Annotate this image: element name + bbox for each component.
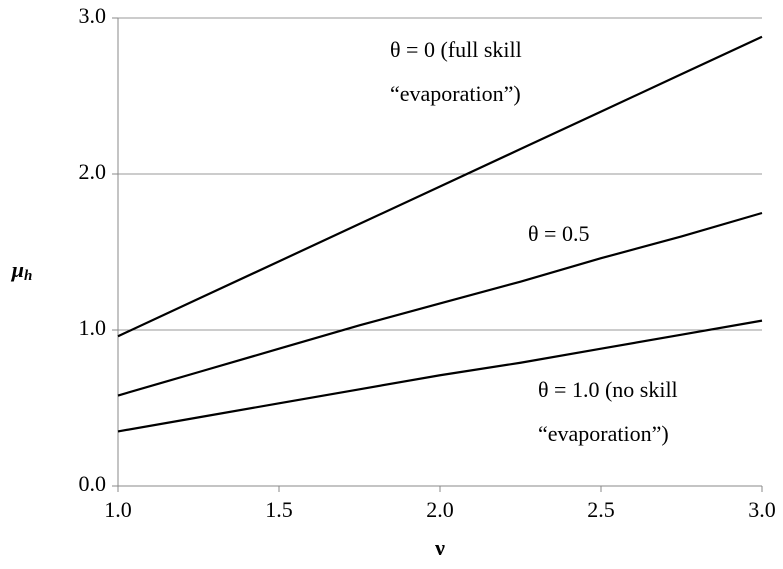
annotation: “evaporation”) (538, 421, 669, 446)
x-tick-label: 1.0 (104, 497, 132, 522)
y-tick-label: 0.0 (79, 471, 107, 496)
series-line (117, 319, 763, 433)
x-tick-label: 2.0 (426, 497, 454, 522)
annotation: “evaporation”) (390, 81, 521, 106)
y-axis-label-sub: h (24, 268, 32, 284)
y-tick-label: 1.0 (79, 315, 107, 340)
annotation: θ = 1.0 (no skill (538, 377, 678, 402)
y-tick-label: 3.0 (79, 3, 107, 28)
y-axis-label: μh (11, 257, 33, 284)
x-tick-label: 3.0 (748, 497, 776, 522)
y-axis-label-main: μ (11, 257, 24, 282)
x-axis-label: ν (434, 535, 445, 560)
x-tick-label: 1.5 (265, 497, 293, 522)
series-line (117, 211, 763, 397)
annotation: θ = 0.5 (528, 221, 589, 246)
series-line (117, 35, 763, 338)
x-tick-label: 2.5 (587, 497, 615, 522)
annotation: θ = 0 (full skill (390, 37, 522, 62)
y-tick-label: 2.0 (79, 159, 107, 184)
